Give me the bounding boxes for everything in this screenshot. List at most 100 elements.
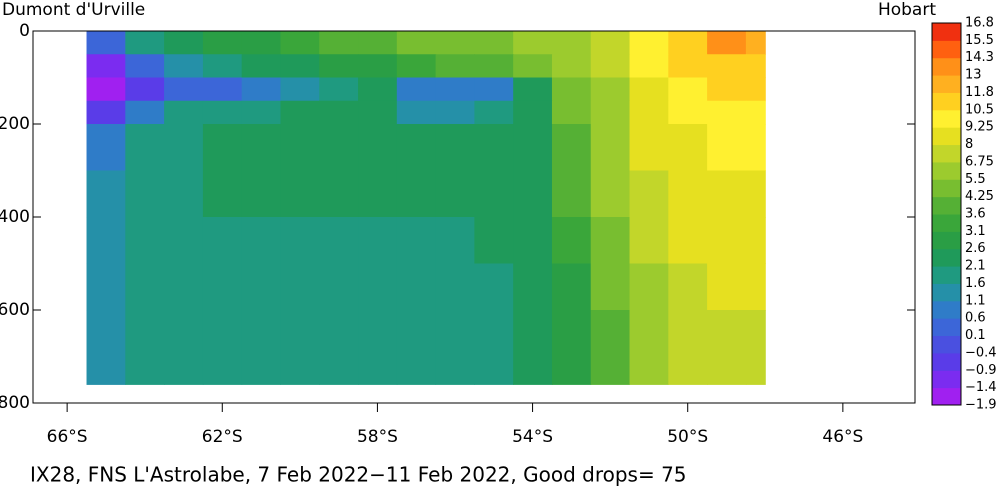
cell [319,31,359,55]
cell [707,170,747,218]
cell [86,31,126,55]
colorbar-swatch [932,387,961,406]
cell [125,170,165,218]
cell [241,31,281,55]
cell [202,77,243,102]
cell [551,124,592,171]
cell [590,170,631,218]
cell [241,263,281,311]
colorbar-swatch [932,40,961,59]
cell [474,77,514,102]
cell [513,263,553,311]
cell [474,100,514,125]
cell [202,170,243,218]
cell [396,124,437,171]
colorbar-swatch [932,23,961,41]
colorbar-label: −1.4 [965,380,997,395]
cell [358,100,398,125]
colorbar-swatch [932,248,961,267]
cell [164,100,204,125]
cell [668,263,708,311]
cell [202,263,243,311]
colorbar-label: 15.5 [965,33,994,48]
cell [280,100,320,125]
cell [629,170,669,218]
colorbar-label: 5.5 [965,172,986,187]
cell [319,170,359,218]
x-tick-label: 58°S [357,427,398,447]
cell [474,124,514,171]
cell [745,77,766,102]
cell [164,217,204,264]
cell [435,31,475,55]
cell [745,124,766,171]
colorbar-swatch [932,318,961,337]
cell [241,54,281,78]
cell [590,217,631,264]
cell [202,31,243,55]
cell [629,310,669,385]
caption: IX28, FNS L'Astrolabe, 7 Feb 2022−11 Feb… [30,463,687,487]
colorbar-label: 1.6 [965,276,986,291]
cell [202,310,243,385]
cell [241,100,281,125]
cell [319,54,359,78]
cell [551,217,592,264]
cell [745,170,766,218]
cell [745,31,766,55]
left-label: Dumont d'Urville [2,0,145,20]
cell [513,217,553,264]
x-tick-label: 62°S [202,427,243,447]
cell [86,217,126,264]
colorbar-swatch [932,196,961,215]
cell [396,310,437,385]
cell [86,310,126,385]
cell [164,54,204,78]
cell [202,124,243,171]
cell [280,31,320,55]
cell [358,54,398,78]
cell [164,124,204,171]
cell [707,124,747,171]
cell [164,310,204,385]
colorbar-label: 2.6 [965,241,986,256]
cell [86,124,126,171]
colorbar-frame [931,22,962,406]
cell [629,100,669,125]
cell [319,77,359,102]
colorbar-swatch [932,75,961,93]
cell [396,31,437,55]
cell [86,54,126,78]
cell [474,263,514,311]
colorbar-swatch [932,127,961,146]
cell [745,100,766,125]
cell [280,263,320,311]
cell [202,217,243,264]
cell [280,217,320,264]
colorbar-swatch [932,266,961,284]
colorbar-label: 6.75 [965,154,994,169]
colorbar-label: 16.8 [965,16,994,31]
cell [435,263,475,311]
cell [280,77,320,102]
colorbar-label: 8 [965,137,973,152]
x-tick-label: 66°S [47,427,88,447]
cell [358,217,398,264]
colorbar-label: 2.1 [965,259,986,274]
cell [551,31,592,55]
cell [125,310,165,385]
colorbar-swatch [932,231,961,250]
cell [590,100,631,125]
cell [202,100,243,125]
cell [125,263,165,311]
y-tick-label: 200 [0,114,30,134]
cell [358,77,398,102]
cell [629,31,669,55]
cell [125,217,165,264]
cell [241,77,281,102]
cell [435,217,475,264]
cell [590,124,631,171]
colorbar-label: 10.5 [965,102,994,117]
cell [707,263,747,311]
cell [319,310,359,385]
